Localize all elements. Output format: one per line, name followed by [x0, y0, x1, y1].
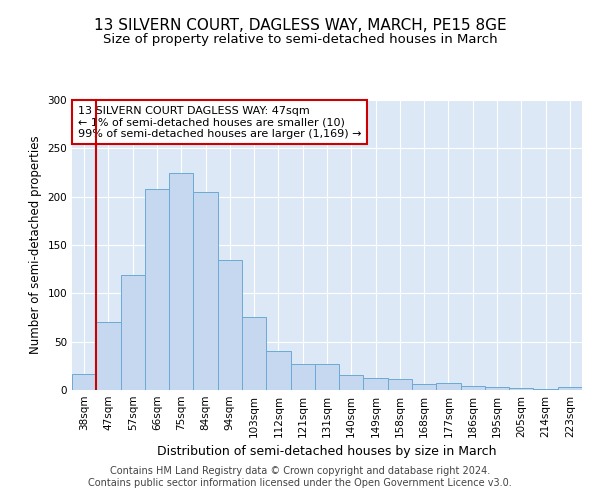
Bar [193, 192, 218, 390]
Bar [242, 316, 266, 390]
Bar [533, 389, 558, 390]
Bar [169, 174, 193, 390]
Y-axis label: Number of semi-detached properties: Number of semi-detached properties [29, 136, 42, 354]
Bar [412, 384, 436, 390]
Bar [509, 388, 533, 390]
Text: Size of property relative to semi-detached houses in March: Size of property relative to semi-detach… [103, 32, 497, 46]
Bar [558, 387, 582, 390]
Text: Contains HM Land Registry data © Crown copyright and database right 2024.
Contai: Contains HM Land Registry data © Crown c… [88, 466, 512, 487]
Bar [364, 378, 388, 390]
Bar [461, 386, 485, 390]
Bar [290, 364, 315, 390]
Bar [121, 275, 145, 390]
Bar [145, 189, 169, 390]
Bar [218, 260, 242, 390]
Bar [266, 352, 290, 390]
Text: 13 SILVERN COURT DAGLESS WAY: 47sqm
← 1% of semi-detached houses are smaller (10: 13 SILVERN COURT DAGLESS WAY: 47sqm ← 1%… [77, 106, 361, 139]
Bar [485, 387, 509, 390]
X-axis label: Distribution of semi-detached houses by size in March: Distribution of semi-detached houses by … [157, 446, 497, 458]
Bar [339, 374, 364, 390]
Bar [96, 322, 121, 390]
Bar [315, 364, 339, 390]
Bar [436, 383, 461, 390]
Text: 13 SILVERN COURT, DAGLESS WAY, MARCH, PE15 8GE: 13 SILVERN COURT, DAGLESS WAY, MARCH, PE… [94, 18, 506, 32]
Bar [72, 374, 96, 390]
Bar [388, 380, 412, 390]
